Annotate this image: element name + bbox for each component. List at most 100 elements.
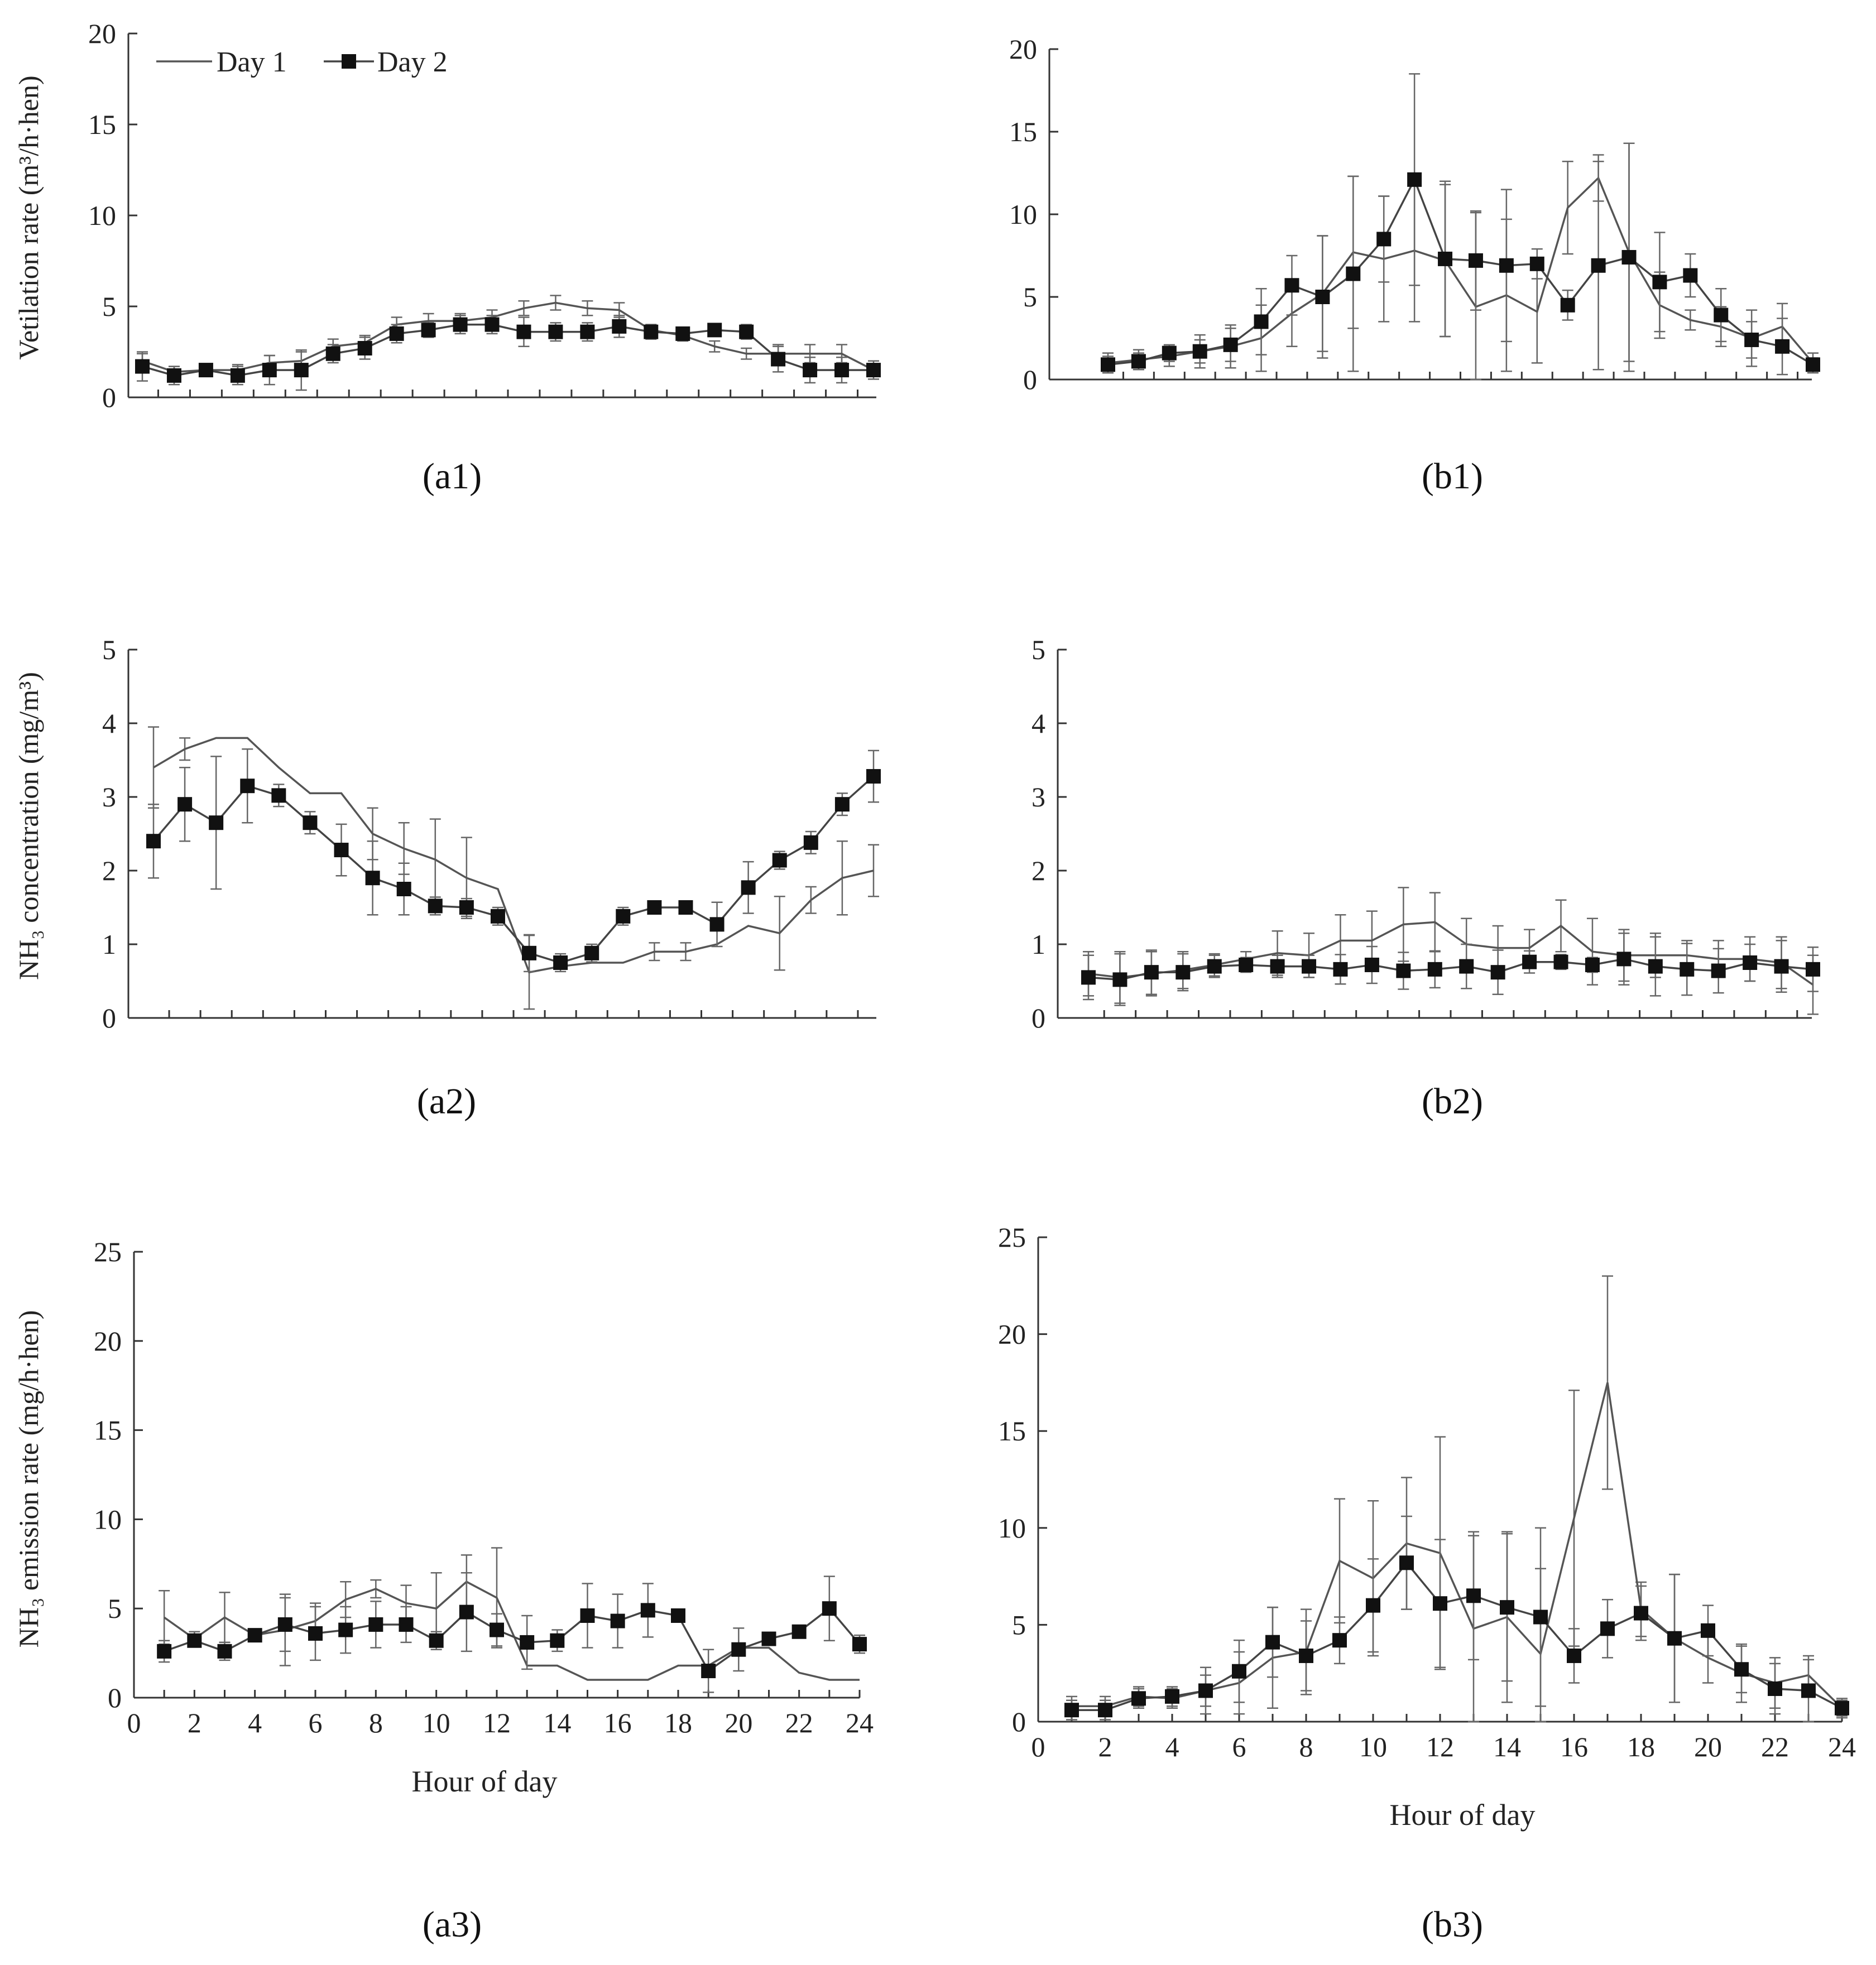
a2-day-2-point: [584, 945, 599, 960]
b3-x-tick-label: 16: [1560, 1731, 1588, 1762]
b1-day-2-point: [1683, 268, 1698, 283]
b3-day-2-line: [1072, 1561, 1843, 1711]
b2-y-tick-label: 5: [1031, 634, 1045, 665]
a2-day-2-point: [741, 880, 756, 895]
b2-day-2-point: [1459, 959, 1474, 974]
b3-y-tick-label: 0: [1012, 1706, 1026, 1737]
a2-y-tick-label: 4: [102, 708, 116, 739]
b1-day-2-point: [1223, 337, 1238, 352]
b3-day-2-point: [1701, 1623, 1715, 1638]
b2-day-2-point: [1616, 952, 1632, 967]
a2-y-tick-label: 5: [102, 634, 116, 665]
a3-x-tick-label: 18: [664, 1707, 692, 1738]
a3-day-2-point: [610, 1613, 625, 1628]
b3-day-2-point: [1600, 1621, 1615, 1636]
b3-day-2-point: [1299, 1648, 1313, 1663]
legend: Day 1 Day 2: [156, 46, 448, 78]
b3-x-tick-label: 22: [1761, 1731, 1789, 1762]
b2-day-2-point: [1364, 957, 1379, 972]
a1-day-2-point: [675, 326, 690, 341]
b1-day-2-line: [1107, 177, 1813, 366]
b1-day-2-point: [1192, 344, 1207, 359]
y-axis-title-concentration: NH₃ concentration (mg/m³): [13, 672, 44, 980]
a2-day-2-point: [209, 815, 224, 830]
b2-day-2-point: [1553, 954, 1568, 969]
b3-day-2-point: [1265, 1635, 1280, 1650]
b1-day-2-point: [1131, 354, 1146, 369]
a3-day-2-point: [187, 1633, 202, 1648]
a1-day-2-point: [739, 324, 754, 339]
b2-day-2-point: [1112, 972, 1127, 987]
a1-day-2-point: [166, 368, 181, 383]
a3-x-tick-label: 2: [188, 1707, 201, 1738]
b3-x-tick-label: 2: [1098, 1731, 1112, 1762]
a1-day-2-point: [834, 363, 850, 378]
a1-day-2-point: [421, 323, 436, 338]
a1-day-2-point: [548, 324, 563, 339]
a1-day-2-point: [866, 363, 881, 378]
a3-y-tick-label: 5: [108, 1593, 122, 1624]
panel-a2: 0 1 2 3 4 5: [102, 634, 881, 1034]
a1-day-2-point: [135, 359, 150, 374]
a2-day-2-point: [772, 853, 787, 868]
b1-day-2-point: [1744, 332, 1759, 347]
b3-x-tick-label: 10: [1359, 1731, 1387, 1762]
a3-day-2-point: [217, 1644, 232, 1659]
legend-day2-label: Day 2: [377, 46, 448, 78]
a3-x-tick-label: 14: [543, 1707, 571, 1738]
a3-x-tick-label: 10: [423, 1707, 450, 1738]
b3-day-2-point: [1433, 1596, 1447, 1611]
caption-a1: (a1): [423, 456, 482, 497]
a2-day-2-point: [428, 899, 443, 914]
b1-day-2-point: [1499, 258, 1514, 273]
a3-day-2-point: [338, 1622, 353, 1637]
a2-y-tick-label: 1: [102, 929, 116, 960]
b3-x-tick-label: 0: [1031, 1731, 1045, 1762]
a3-x-tick-label: 24: [846, 1707, 874, 1738]
a2-day-2-point: [803, 835, 818, 850]
a2-day-2-point: [616, 909, 631, 924]
b1-day-2-point: [1560, 297, 1575, 313]
a2-day-1-line: [153, 737, 874, 974]
b1-day-2-point: [1652, 275, 1667, 290]
b2-day-2-point: [1239, 957, 1254, 972]
a1-day-2-point: [389, 326, 404, 341]
a3-day-2-point: [671, 1608, 685, 1623]
x-axis-title-b3: Hour of day: [1390, 1798, 1536, 1832]
a1-day-2-point: [644, 324, 659, 339]
a3-day-2-point: [520, 1635, 535, 1650]
b2-day-2-point: [1427, 962, 1442, 977]
b3-day-2-point: [1734, 1662, 1749, 1677]
a2-day-2-point: [240, 779, 255, 794]
a3-day-2-point: [368, 1617, 383, 1632]
a3-x-tick-label: 4: [248, 1707, 262, 1738]
b3-day-2-point: [1165, 1689, 1179, 1704]
a1-y-tick-label: 0: [102, 382, 116, 413]
b2-y-tick-label: 3: [1031, 781, 1045, 813]
b3-day-2-point: [1232, 1664, 1246, 1679]
b3-day-2-point: [1500, 1600, 1514, 1615]
b1-day-2-point: [1376, 232, 1392, 247]
b1-day-2-point: [1407, 172, 1422, 187]
b2-day-2-point: [1711, 963, 1726, 978]
a3-day-2-point: [822, 1601, 837, 1616]
a2-day-2-point: [553, 955, 568, 970]
b1-day-2-point: [1591, 258, 1606, 273]
a3-day-2-point: [459, 1604, 474, 1620]
b1-day-1-line: [1107, 176, 1814, 364]
b3-y-tick-label: 15: [998, 1415, 1026, 1447]
b2-day-1-line: [1088, 921, 1814, 986]
b1-y-tick-label: 15: [1009, 116, 1037, 147]
b2-day-2-point: [1743, 955, 1758, 970]
b1-day-2-point: [1468, 253, 1483, 268]
caption-b1: (b1): [1422, 456, 1483, 497]
a3-y-tick-label: 20: [94, 1325, 122, 1357]
a1-day-2-point: [230, 368, 245, 383]
a3-day-2-point: [731, 1642, 746, 1657]
a1-day-2-point: [357, 340, 372, 355]
b1-day-2-point: [1775, 339, 1790, 354]
b2-day-2-point: [1522, 954, 1537, 969]
